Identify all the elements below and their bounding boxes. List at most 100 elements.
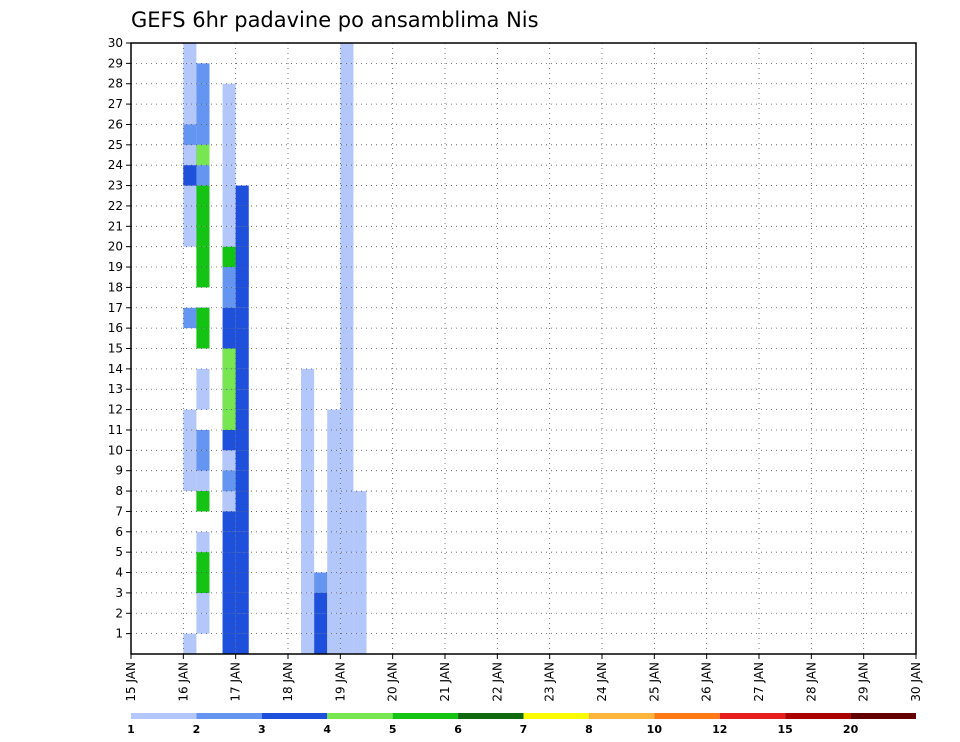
legend-label: 15 bbox=[778, 723, 793, 736]
heatmap-cell bbox=[340, 470, 354, 492]
y-tick-label: 26 bbox=[108, 117, 123, 131]
heatmap-cell bbox=[222, 592, 236, 614]
heatmap-cell bbox=[301, 470, 315, 492]
heatmap-cell bbox=[222, 429, 236, 451]
heatmap-cell bbox=[235, 470, 249, 492]
heatmap-cell bbox=[235, 450, 249, 471]
heatmap-cell bbox=[183, 165, 197, 186]
heatmap-cell bbox=[340, 144, 354, 166]
heatmap-cell bbox=[340, 83, 354, 105]
heatmap-cell bbox=[196, 185, 210, 206]
heatmap-cell bbox=[222, 348, 236, 369]
heatmap-cell bbox=[196, 328, 210, 349]
x-tick-label: 26 JAN bbox=[700, 662, 714, 702]
heatmap-cell bbox=[353, 511, 367, 532]
heatmap-cell bbox=[196, 246, 210, 268]
heatmap-cell bbox=[183, 43, 197, 64]
y-tick-label: 17 bbox=[108, 301, 123, 315]
heatmap-cell bbox=[340, 205, 354, 227]
heatmap-cell bbox=[222, 267, 236, 288]
heatmap-cell bbox=[340, 572, 354, 593]
x-tick-label: 19 JAN bbox=[333, 662, 347, 702]
heatmap-cell bbox=[235, 491, 249, 512]
x-tick-label: 28 JAN bbox=[804, 662, 818, 702]
heatmap-cell bbox=[340, 592, 354, 614]
legend-label: 1 bbox=[127, 723, 135, 736]
heatmap-cell bbox=[301, 552, 315, 573]
x-tick-label: 18 JAN bbox=[281, 662, 295, 702]
heatmap-cell bbox=[340, 267, 354, 288]
heatmap-cell bbox=[235, 531, 249, 553]
y-tick-label: 21 bbox=[108, 219, 123, 233]
heatmap-cell bbox=[235, 307, 249, 329]
heatmap-cell bbox=[301, 389, 315, 410]
heatmap-cell bbox=[340, 511, 354, 532]
y-tick-label: 2 bbox=[115, 606, 123, 620]
heatmap-cell bbox=[340, 491, 354, 512]
heatmap-cell bbox=[222, 83, 236, 105]
heatmap-cell bbox=[327, 531, 341, 553]
heatmap-cell bbox=[183, 633, 197, 654]
heatmap-cell bbox=[353, 592, 367, 614]
heatmap-cell bbox=[196, 592, 210, 614]
heatmap-cell bbox=[183, 450, 197, 471]
heatmap-cell bbox=[196, 144, 210, 166]
heatmap-cell bbox=[340, 389, 354, 410]
heatmap-cell bbox=[353, 572, 367, 593]
heatmap-cell bbox=[222, 246, 236, 268]
legend-label: 10 bbox=[647, 723, 663, 736]
y-axis: 1234567891011121314151617181920212223242… bbox=[108, 36, 131, 641]
y-tick-label: 29 bbox=[108, 56, 123, 70]
heatmap-cell bbox=[235, 246, 249, 268]
legend-label: 2 bbox=[193, 723, 201, 736]
heatmap-cell bbox=[196, 613, 210, 634]
heatmap-cell bbox=[235, 613, 249, 634]
heatmap-cell bbox=[340, 287, 354, 308]
y-tick-label: 23 bbox=[108, 179, 123, 193]
heatmap-cell bbox=[301, 368, 315, 390]
heatmap-cell bbox=[353, 531, 367, 553]
heatmap-cell bbox=[196, 491, 210, 512]
heatmap-cell bbox=[235, 552, 249, 573]
heatmap-cell bbox=[235, 287, 249, 308]
heatmap-cell bbox=[314, 613, 328, 634]
heatmap-cell bbox=[327, 592, 341, 614]
heatmap-cell bbox=[301, 450, 315, 471]
heatmap-cell bbox=[327, 450, 341, 471]
heatmap-cell bbox=[340, 368, 354, 390]
heatmap-cell bbox=[340, 613, 354, 634]
heatmap-cell bbox=[327, 613, 341, 634]
heatmap-cell bbox=[222, 409, 236, 430]
heatmap-cell bbox=[340, 43, 354, 64]
legend-label: 5 bbox=[389, 723, 397, 736]
heatmap-cell bbox=[340, 63, 354, 84]
color-legend: 1 2 3 4 5 6 7 8 10 12 15 20 bbox=[127, 713, 916, 736]
x-tick-label: 30 JAN bbox=[909, 662, 923, 702]
heatmap-cell bbox=[340, 226, 354, 247]
y-tick-label: 30 bbox=[108, 36, 123, 50]
heatmap-cell bbox=[235, 226, 249, 247]
heatmap-cell bbox=[327, 511, 341, 532]
heatmap-cell bbox=[327, 552, 341, 573]
x-tick-label: 27 JAN bbox=[752, 662, 766, 702]
legend-swatch bbox=[719, 713, 786, 719]
heatmap-cell bbox=[183, 124, 197, 145]
y-tick-label: 13 bbox=[108, 382, 123, 396]
heatmap-cell bbox=[340, 531, 354, 553]
heatmap-cell bbox=[235, 409, 249, 430]
heatmap-cell bbox=[235, 592, 249, 614]
heatmap-cell bbox=[301, 633, 315, 654]
heatmap-cell bbox=[196, 83, 210, 105]
x-tick-label: 23 JAN bbox=[543, 662, 557, 702]
x-tick-label: 24 JAN bbox=[595, 662, 609, 702]
y-tick-label: 9 bbox=[115, 464, 123, 478]
heatmap-cell bbox=[183, 226, 197, 247]
legend-label: 12 bbox=[712, 723, 727, 736]
heatmap-cell bbox=[222, 613, 236, 634]
legend-label: 6 bbox=[454, 723, 462, 736]
heatmap-cell bbox=[235, 328, 249, 349]
heatmap-cell bbox=[340, 124, 354, 145]
heatmap-cell bbox=[340, 185, 354, 206]
heatmap-cell bbox=[353, 491, 367, 512]
